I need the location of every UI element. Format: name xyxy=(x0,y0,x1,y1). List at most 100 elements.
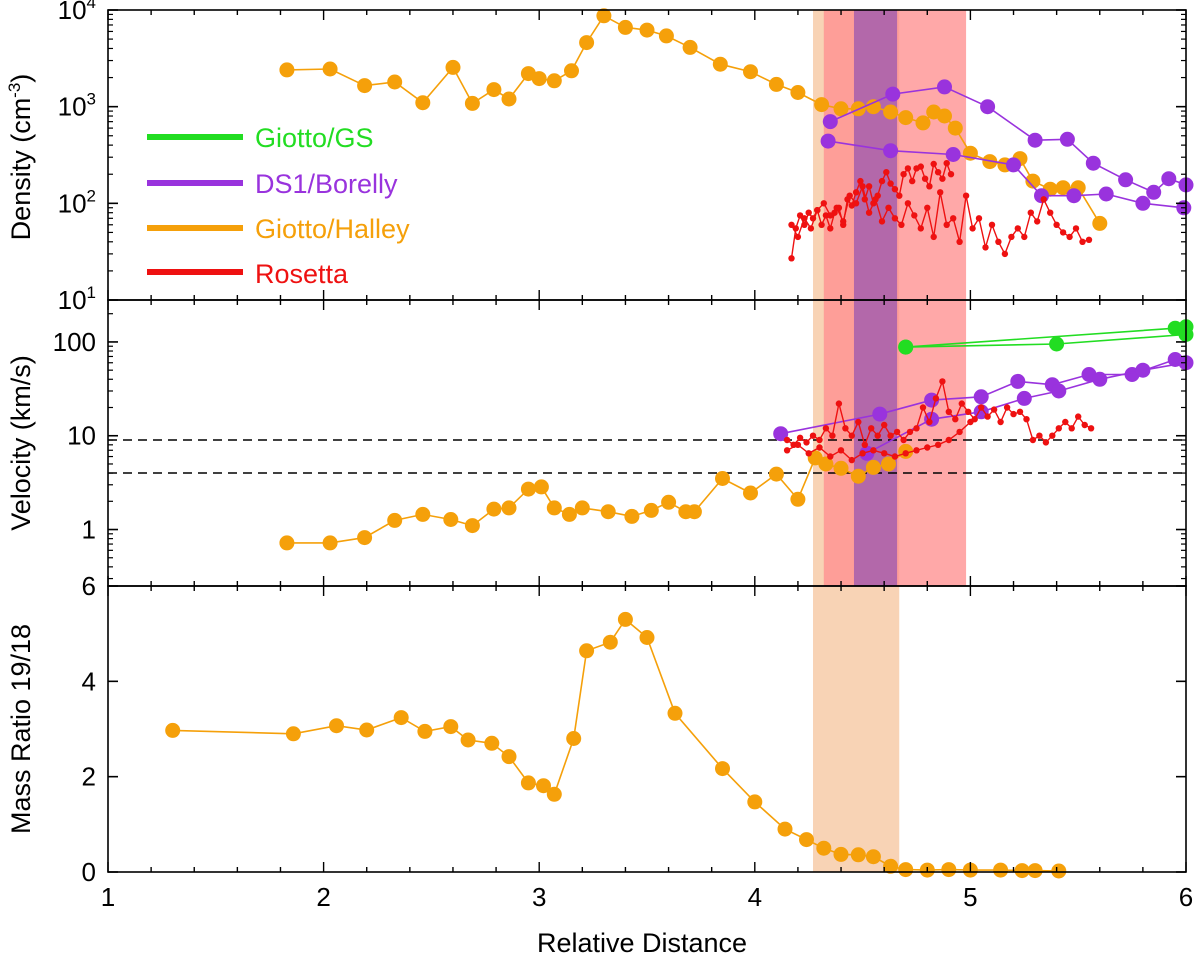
velocity-series-ds1-borelly-1 xyxy=(773,352,1183,442)
data-point xyxy=(329,718,344,734)
data-point xyxy=(896,192,903,199)
x-tick-label: 3 xyxy=(532,882,546,912)
data-point xyxy=(536,778,551,794)
data-point xyxy=(921,175,929,182)
data-point xyxy=(1049,432,1056,439)
data-point xyxy=(900,171,907,178)
data-point xyxy=(924,204,931,211)
data-point xyxy=(1098,186,1114,202)
data-point xyxy=(322,61,338,77)
x-tick-label: 1 xyxy=(101,882,115,912)
data-point xyxy=(881,421,888,429)
data-point xyxy=(801,215,808,222)
data-point xyxy=(883,104,899,120)
data-point xyxy=(712,56,728,72)
data-point xyxy=(827,212,834,219)
data-point xyxy=(393,710,409,726)
data-point xyxy=(956,238,963,245)
data-point xyxy=(1092,371,1108,387)
data-point xyxy=(796,434,804,441)
data-point xyxy=(768,76,784,92)
data-point xyxy=(501,749,517,765)
data-point xyxy=(969,225,976,232)
data-point xyxy=(962,192,970,199)
data-point xyxy=(848,432,855,439)
data-point xyxy=(816,444,823,451)
data-point xyxy=(868,425,875,432)
data-point xyxy=(520,775,536,791)
data-point xyxy=(934,441,942,448)
mass-ratio-panel-frame xyxy=(107,585,1187,873)
y-tick-label: 103 xyxy=(58,90,96,122)
data-point xyxy=(1016,408,1024,415)
shaded-band-0-mass-ratio xyxy=(813,586,900,872)
velocity-series-giotto-gs-4 xyxy=(898,327,1194,355)
y-tick-label: 6 xyxy=(82,571,96,601)
data-point xyxy=(1055,425,1063,432)
data-point xyxy=(617,19,633,35)
data-point xyxy=(990,406,998,413)
data-point xyxy=(941,862,957,878)
data-point xyxy=(833,204,840,211)
data-point xyxy=(533,479,549,495)
data-point xyxy=(833,460,849,476)
data-point xyxy=(945,436,952,444)
data-point xyxy=(852,189,860,196)
y-tick-label: 2 xyxy=(82,762,96,792)
axes-frames xyxy=(107,9,1187,873)
data-point xyxy=(743,64,758,80)
data-point xyxy=(639,630,655,645)
data-point xyxy=(833,846,849,862)
data-point xyxy=(913,425,920,432)
data-point xyxy=(980,99,996,115)
data-point xyxy=(958,400,965,407)
data-point xyxy=(460,732,476,748)
x-axis-title: Relative Distance xyxy=(537,928,747,958)
data-point xyxy=(850,468,866,484)
data-point xyxy=(898,221,905,228)
data-point xyxy=(881,456,896,472)
data-point xyxy=(855,418,862,426)
legend: Giotto/GS DS1/Borelly Giotto/Halley Rose… xyxy=(147,123,410,289)
data-point xyxy=(1161,171,1177,187)
data-point xyxy=(359,722,375,738)
data-point xyxy=(965,408,972,415)
data-point xyxy=(818,221,825,228)
data-point xyxy=(1135,195,1151,211)
data-point xyxy=(934,169,942,176)
data-point xyxy=(1001,250,1009,258)
data-point xyxy=(874,432,881,439)
data-point xyxy=(443,719,459,735)
data-point xyxy=(809,432,817,439)
data-point xyxy=(950,215,957,222)
data-point xyxy=(794,441,802,448)
data-point xyxy=(911,212,918,219)
data-point xyxy=(667,705,683,721)
density-series-ds1-borelly-1 xyxy=(822,79,1194,200)
data-point xyxy=(1040,196,1047,203)
data-point xyxy=(883,169,890,176)
data-point xyxy=(686,504,702,520)
data-point xyxy=(898,110,914,126)
y-tick-label: 10 xyxy=(67,421,96,451)
data-point xyxy=(600,504,616,520)
data-point xyxy=(984,413,991,420)
data-point xyxy=(814,207,821,214)
density-series-giotto-halley-0 xyxy=(279,8,1108,231)
legend-label-giotto-halley: Giotto/Halley xyxy=(255,214,410,244)
data-point xyxy=(930,233,937,241)
data-point xyxy=(878,177,886,185)
data-point xyxy=(1062,418,1069,426)
data-point xyxy=(1059,229,1067,236)
velocity-series-rosetta-6 xyxy=(783,418,974,464)
data-point xyxy=(982,244,989,251)
data-point xyxy=(1079,238,1086,245)
data-point xyxy=(682,39,698,55)
data-point xyxy=(887,180,894,187)
data-point xyxy=(820,133,836,149)
data-point xyxy=(885,204,892,211)
data-point xyxy=(1075,413,1082,420)
data-point xyxy=(900,436,907,444)
data-point xyxy=(1085,155,1101,171)
reference-lines xyxy=(108,439,1186,474)
